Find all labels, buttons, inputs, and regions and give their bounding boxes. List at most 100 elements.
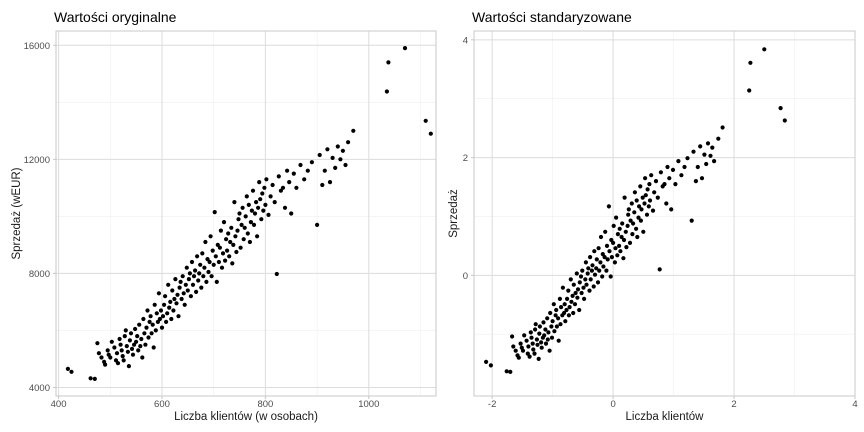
scatter-point [260,191,265,196]
scatter-point [263,202,268,207]
scatter-point [564,307,569,313]
scatter-point [118,342,123,347]
scatter-point [667,176,672,181]
scatter-point [539,345,544,350]
scatter-point [226,231,231,236]
scatter-point [504,369,509,374]
scatter-point [216,259,221,265]
scatter-point [587,288,592,293]
scatter-point [622,195,627,200]
scatter-point [632,190,638,195]
scatter-point [554,324,560,329]
scatter-point [522,333,527,338]
scatter-point [782,118,787,123]
scatter-point [551,302,556,307]
scatter-point [315,222,320,227]
scatter-point [708,153,713,158]
scatter-point [543,341,549,346]
scatter-point [244,194,249,199]
scatter-point [257,180,262,185]
scatter-point [634,198,639,203]
scatter-point [150,322,155,327]
scatter-point [252,211,258,216]
scatter-point [612,260,618,265]
scatter-point [165,311,170,316]
scatter-point [236,217,241,222]
scatter-point [597,268,602,273]
x-tick-label: 4 [852,399,857,410]
scatter-point [595,280,601,285]
scatter-point [136,348,141,353]
scatter-point [144,325,149,330]
scatter-point [218,228,223,233]
scatter-point [600,274,605,279]
scatter-point [720,125,725,130]
scatter-point [423,118,428,123]
scatter-point [164,319,169,324]
scatter-point [117,336,122,342]
scatter-point [320,182,325,188]
scatter-point [548,310,553,316]
scatter-point [607,249,612,254]
scatter-point [196,278,201,283]
scatter-point [335,144,340,149]
scatter-point [591,284,596,289]
scatter-point [644,212,650,217]
scatter-point [664,201,669,206]
scatter-point [183,282,188,287]
scatter-point [531,347,536,352]
scatter-point [563,319,568,324]
scatter-point [511,344,516,349]
scatter-point [641,229,646,234]
scatter-point [147,319,152,324]
scatter-point [762,47,767,52]
scatter-point [608,274,613,279]
scatter-point [274,271,279,277]
scatter-point [182,302,187,307]
scatter-point [246,202,251,207]
scatter-point [556,338,561,343]
scatter-point [195,254,200,259]
scatter-point [203,239,208,245]
scatter-point [627,240,633,245]
y-tick-label: 0 [463,271,468,282]
scatter-point [569,299,574,304]
scatter-point [325,147,330,152]
scatter-point [614,215,619,220]
scatter-point [562,302,567,307]
scatter-point [598,234,604,240]
scatter-point [227,254,232,259]
scatter-point [115,361,121,366]
y-tick-label: 4 [463,35,468,46]
scatter-point [637,204,642,209]
scatter-point [133,326,138,332]
scatter-point [158,308,164,313]
scatter-point [588,277,593,282]
scatter-point [287,180,292,185]
scatter-point [611,223,616,228]
scatter-point [594,266,599,271]
scatter-point [643,176,648,181]
scatter-point [585,271,590,276]
scatter-point [581,285,586,290]
scatter-point [248,220,253,225]
scatter-point [129,346,135,351]
scatter-point [532,351,537,356]
scatter-point [175,292,180,297]
scatter-point [549,324,554,329]
scatter-point [160,314,166,319]
scatter-point [575,287,581,292]
scatter-point [575,295,580,300]
scatter-point [134,339,139,344]
scatter-point [200,251,205,256]
scatter-point [238,245,243,250]
scatter-point [241,237,246,242]
scatter-point [601,264,606,269]
scatter-point [624,245,629,250]
scatter-point [249,208,254,213]
x-axis-label: Liczba klientów (w osobach) [174,411,318,423]
scatter-point [571,310,576,316]
y-tick-label: 12000 [24,155,50,166]
scatter-point [642,201,647,206]
scatter-point [191,274,197,279]
